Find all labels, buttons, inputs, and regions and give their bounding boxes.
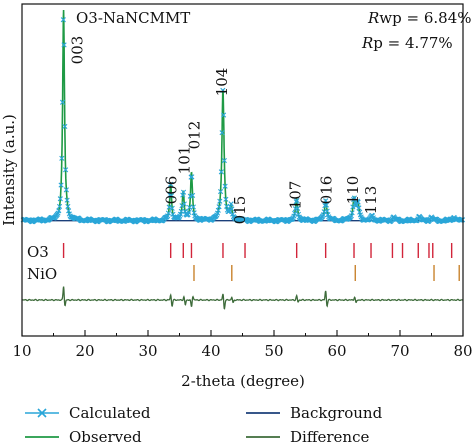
difference-swatch-icon — [246, 429, 280, 445]
phase-labels: O3 NiO — [27, 243, 57, 283]
difference-line — [21, 286, 463, 310]
calculated-point — [215, 207, 221, 213]
calculated-point — [355, 199, 361, 205]
calculated-point — [350, 204, 356, 210]
phase-label-o3: O3 — [27, 243, 49, 261]
calculated-point — [178, 208, 184, 214]
calculated-point — [323, 198, 329, 204]
calculated-point — [223, 196, 229, 202]
x-tick-label: 20 — [75, 342, 94, 360]
calculated-point — [63, 167, 69, 173]
calculated-point — [216, 204, 222, 210]
x-tick-label: 80 — [453, 342, 472, 360]
x-tick-label: 70 — [390, 342, 409, 360]
peak-label: 104 — [213, 68, 231, 97]
calculated-point — [62, 123, 68, 130]
phase-ticks-o3 — [62, 243, 453, 258]
calculated-point — [180, 189, 187, 195]
peak-label: 110 — [344, 176, 362, 205]
y-axis-label: Intensity (a.u.) — [0, 114, 18, 226]
legend-label-background: Background — [290, 404, 383, 422]
calculated-point — [219, 130, 225, 136]
peak-label: 006 — [163, 176, 181, 205]
calculated-point — [294, 197, 300, 203]
plot-frame — [21, 3, 464, 337]
x-tick-label: 30 — [138, 342, 157, 360]
phase-ticks-nio — [193, 265, 460, 281]
calculated-point — [323, 202, 330, 208]
legend-item-difference: Difference — [246, 428, 369, 446]
calculated-point — [165, 210, 172, 216]
calculated-point — [168, 181, 174, 187]
peak-label: 003 — [69, 36, 87, 65]
calculated-point — [217, 188, 224, 195]
calculated-point — [221, 112, 227, 118]
calculated-point — [168, 193, 175, 199]
rp-stat: Rp = 4.77% — [361, 34, 453, 52]
chart-title: O3-NaNCMMT — [76, 9, 190, 27]
calculated-point — [169, 205, 175, 211]
calculated-point — [228, 201, 234, 207]
calculated-point — [217, 198, 223, 204]
calculated-point — [229, 206, 235, 212]
calculated-point — [63, 187, 69, 193]
peak-label: 016 — [318, 176, 336, 205]
calculated-point — [218, 169, 224, 175]
legend-label-observed: Observed — [69, 428, 142, 446]
calculated-series — [20, 17, 466, 225]
observed-swatch-icon — [25, 429, 59, 445]
x-tick-label: 50 — [264, 342, 283, 360]
calculated-point — [322, 203, 328, 209]
calculated-point — [56, 208, 62, 214]
legend-item-observed: Observed — [25, 428, 142, 446]
calculated-point — [189, 174, 195, 180]
calculated-point — [186, 209, 192, 216]
legend-item-calculated: Calculated — [25, 404, 151, 422]
peak-label: 101 — [175, 146, 193, 175]
legend: Calculated Background Observed Differenc… — [0, 398, 474, 447]
calculated-swatch-icon — [25, 405, 59, 421]
x-axis: 10 20 30 40 50 60 70 80 — [12, 330, 473, 360]
calculated-point — [190, 192, 196, 198]
peak-label: 113 — [362, 186, 380, 215]
peak-label: 107 — [287, 181, 305, 210]
x-axis-label: 2-theta (degree) — [181, 372, 305, 390]
phase-label-nio: NiO — [27, 265, 57, 283]
calculated-point — [58, 182, 64, 188]
peak-label: 015 — [231, 196, 249, 225]
legend-label-calculated: Calculated — [69, 404, 151, 422]
x-tick-label: 40 — [201, 342, 220, 360]
legend-label-difference: Difference — [290, 428, 370, 446]
calculated-point — [60, 17, 66, 23]
calculated-point — [356, 205, 362, 211]
legend-item-background: Background — [246, 404, 382, 422]
calculated-point — [64, 197, 70, 203]
calculated-point — [295, 205, 301, 212]
calculated-point — [220, 87, 226, 93]
calculated-point — [59, 99, 66, 105]
calculated-point — [61, 42, 67, 48]
calculated-point — [221, 157, 227, 164]
calculated-point — [57, 196, 63, 202]
x-tick-label: 60 — [327, 342, 346, 360]
calculated-point — [181, 201, 187, 207]
rwp-stat: Rwp = 6.84% — [367, 9, 472, 27]
calculated-point — [65, 203, 71, 210]
x-tick-label: 10 — [12, 342, 31, 360]
calculated-point — [190, 204, 196, 210]
background-swatch-icon — [246, 405, 280, 421]
calculated-point — [56, 203, 63, 210]
peak-label: 012 — [185, 121, 203, 150]
calculated-point — [349, 210, 355, 216]
calculated-point — [59, 155, 65, 161]
calculated-point — [222, 183, 228, 189]
calculated-point — [292, 210, 298, 216]
calculated-point — [166, 204, 172, 210]
